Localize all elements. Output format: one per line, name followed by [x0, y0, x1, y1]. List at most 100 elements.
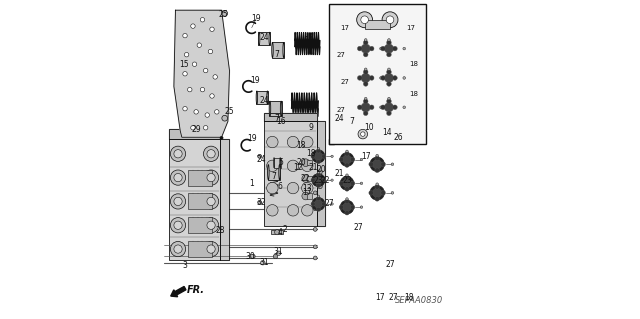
Ellipse shape: [339, 115, 340, 128]
Circle shape: [204, 146, 219, 161]
Text: 19: 19: [247, 134, 257, 143]
Circle shape: [380, 106, 382, 108]
Bar: [274, 158, 280, 168]
Circle shape: [311, 154, 315, 159]
Circle shape: [358, 41, 373, 56]
Circle shape: [316, 207, 321, 211]
Circle shape: [357, 105, 362, 110]
Text: 22: 22: [301, 174, 310, 183]
Circle shape: [403, 47, 406, 50]
Circle shape: [358, 100, 373, 115]
Circle shape: [316, 197, 321, 201]
Text: 27: 27: [324, 199, 334, 208]
Bar: [365, 20, 390, 29]
Circle shape: [360, 158, 363, 161]
Circle shape: [314, 245, 317, 249]
Text: 18: 18: [306, 149, 316, 158]
Text: 19: 19: [252, 14, 261, 23]
FancyArrow shape: [171, 286, 186, 297]
Circle shape: [197, 43, 202, 48]
Circle shape: [375, 168, 380, 173]
Circle shape: [375, 156, 380, 160]
Circle shape: [311, 178, 315, 182]
Circle shape: [208, 49, 212, 54]
Circle shape: [214, 110, 219, 114]
Circle shape: [364, 52, 368, 57]
Circle shape: [388, 68, 390, 70]
Circle shape: [384, 103, 394, 112]
Circle shape: [267, 160, 278, 172]
Bar: [272, 42, 284, 57]
Ellipse shape: [269, 32, 271, 46]
Circle shape: [276, 251, 281, 256]
Circle shape: [369, 190, 374, 195]
Circle shape: [381, 162, 385, 167]
Circle shape: [200, 18, 205, 22]
Text: 23: 23: [314, 176, 323, 185]
Circle shape: [204, 194, 219, 209]
Circle shape: [364, 99, 368, 104]
Circle shape: [358, 70, 373, 85]
Circle shape: [382, 12, 398, 28]
Circle shape: [322, 202, 326, 206]
Circle shape: [392, 105, 397, 110]
Circle shape: [220, 136, 223, 139]
Text: 9: 9: [308, 123, 313, 132]
Circle shape: [183, 33, 188, 38]
Circle shape: [191, 125, 195, 130]
Circle shape: [387, 52, 391, 57]
Text: 27: 27: [385, 260, 395, 269]
Circle shape: [314, 176, 323, 184]
Circle shape: [369, 46, 374, 51]
Circle shape: [364, 40, 368, 45]
Ellipse shape: [256, 91, 258, 104]
Ellipse shape: [268, 165, 269, 180]
Circle shape: [207, 221, 215, 229]
Circle shape: [364, 39, 367, 41]
Bar: [307, 194, 312, 198]
Circle shape: [316, 183, 321, 188]
Circle shape: [345, 199, 349, 204]
Circle shape: [403, 77, 406, 79]
Text: 12: 12: [293, 163, 303, 172]
Circle shape: [207, 174, 215, 182]
Text: 22: 22: [320, 176, 330, 185]
Text: 10: 10: [364, 123, 374, 132]
Circle shape: [184, 52, 189, 57]
Text: 1: 1: [250, 179, 254, 188]
Bar: [271, 230, 284, 234]
Ellipse shape: [259, 32, 260, 46]
Circle shape: [381, 46, 385, 51]
Circle shape: [388, 39, 390, 41]
Ellipse shape: [365, 115, 366, 131]
Ellipse shape: [279, 165, 280, 180]
Circle shape: [375, 185, 380, 189]
Circle shape: [372, 188, 382, 197]
Bar: [339, 115, 351, 128]
Text: 13: 13: [303, 184, 312, 193]
Text: 19: 19: [250, 76, 260, 85]
Circle shape: [380, 47, 382, 50]
Text: 20: 20: [296, 158, 306, 167]
Circle shape: [364, 97, 367, 100]
Text: 18: 18: [296, 141, 306, 150]
Bar: [188, 241, 212, 257]
Circle shape: [340, 200, 354, 214]
Circle shape: [188, 87, 192, 92]
Text: 24: 24: [257, 155, 266, 164]
Circle shape: [204, 125, 208, 130]
Circle shape: [267, 136, 278, 148]
Circle shape: [207, 197, 215, 205]
Circle shape: [301, 204, 313, 216]
Circle shape: [381, 100, 396, 115]
Text: 23: 23: [342, 176, 352, 185]
Circle shape: [213, 75, 218, 79]
Text: 3: 3: [182, 261, 188, 271]
Text: 25: 25: [218, 11, 228, 19]
Circle shape: [302, 175, 310, 182]
Bar: [188, 194, 212, 209]
Text: 27: 27: [336, 52, 345, 58]
Circle shape: [287, 182, 299, 194]
Circle shape: [357, 76, 362, 80]
Circle shape: [170, 241, 186, 257]
